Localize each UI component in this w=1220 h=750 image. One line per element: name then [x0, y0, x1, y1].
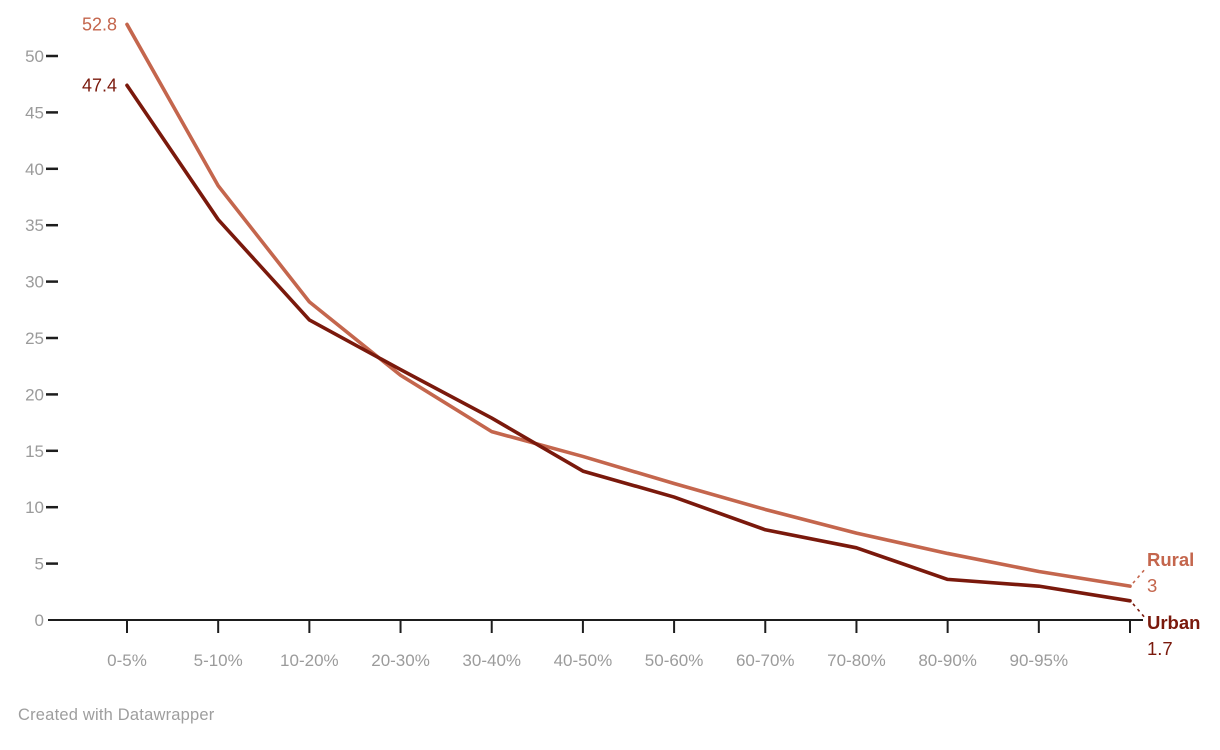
y-tick-label: 40: [25, 160, 44, 179]
y-tick-label: 35: [25, 216, 44, 235]
series-name-label-rural: Rural: [1147, 549, 1194, 570]
y-tick-label: 15: [25, 442, 44, 461]
x-tick-label: 90-95%: [1010, 651, 1069, 670]
series-start-value-urban: 47.4: [82, 75, 117, 95]
y-tick-label: 30: [25, 273, 44, 292]
x-tick-label: 60-70%: [736, 651, 795, 670]
x-tick-label: 5-10%: [194, 651, 243, 670]
y-tick-label: 10: [25, 498, 44, 517]
series-end-value-rural: 3: [1147, 575, 1157, 596]
y-tick-label: 25: [25, 329, 44, 348]
datawrapper-credit[interactable]: Created with Datawrapper: [18, 706, 215, 724]
y-tick-label: 20: [25, 385, 44, 404]
y-tick-label: 5: [35, 555, 44, 574]
x-tick-label: 50-60%: [645, 651, 704, 670]
x-tick-label: 30-40%: [462, 651, 521, 670]
x-tick-label: 80-90%: [918, 651, 977, 670]
x-tick-label: 0-5%: [107, 651, 147, 670]
y-tick-label: 0: [35, 611, 44, 630]
leader-line-urban: [1132, 603, 1146, 619]
series-end-value-urban: 1.7: [1147, 638, 1173, 659]
y-tick-label: 45: [25, 103, 44, 122]
series-line-urban[interactable]: [125, 83, 1132, 603]
x-tick-label: 10-20%: [280, 651, 339, 670]
leader-line-rural: [1132, 568, 1146, 584]
x-tick-label: 20-30%: [371, 651, 430, 670]
series-name-label-urban: Urban: [1147, 612, 1200, 633]
x-tick-label: 70-80%: [827, 651, 886, 670]
x-tick-label: 40-50%: [554, 651, 613, 670]
series-start-value-rural: 52.8: [82, 14, 117, 34]
series-line-rural[interactable]: [125, 22, 1132, 588]
y-tick-label: 50: [25, 47, 44, 66]
